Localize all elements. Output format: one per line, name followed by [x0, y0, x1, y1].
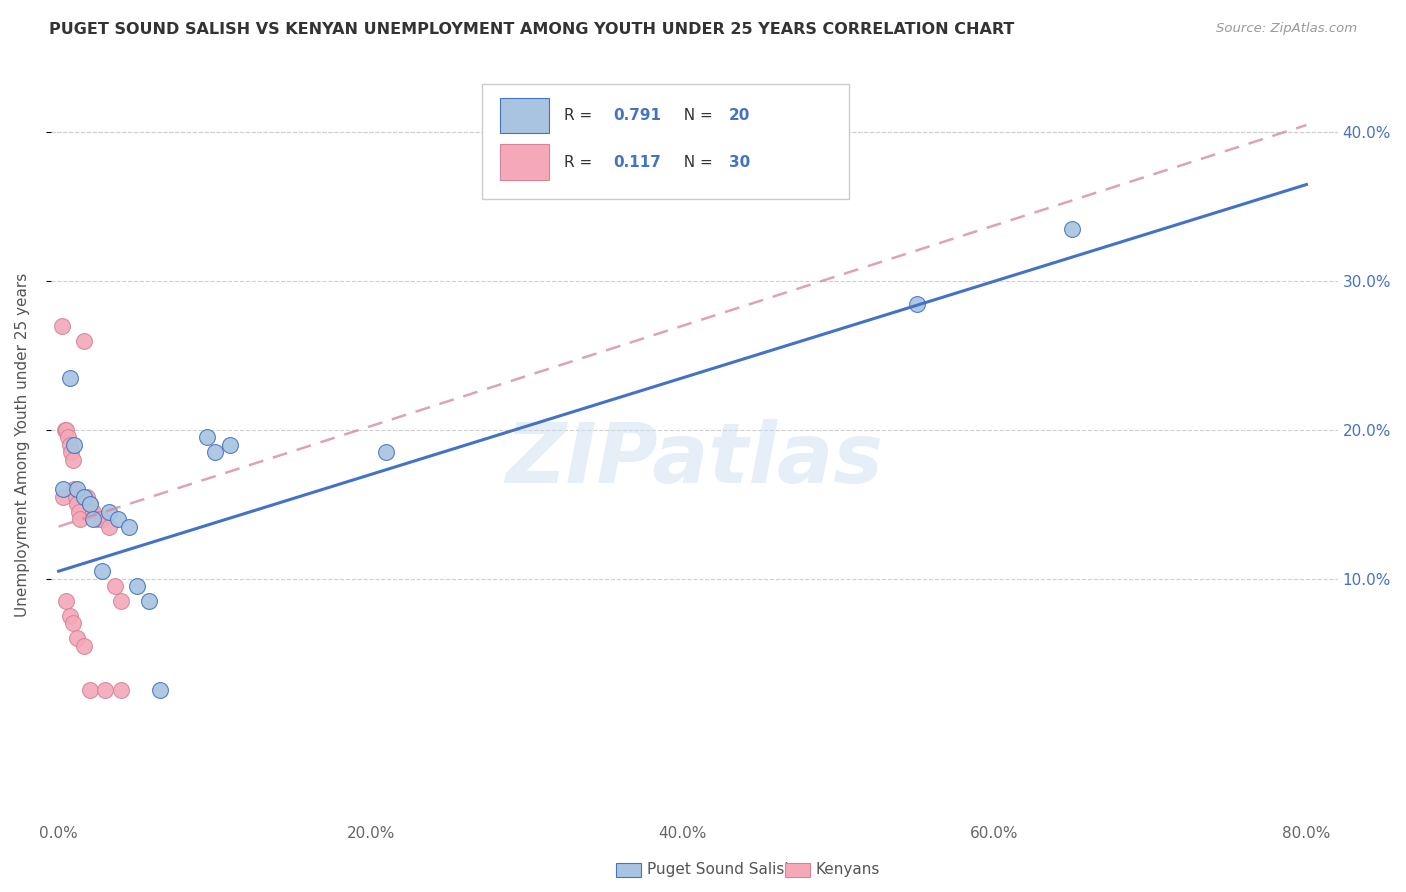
- FancyBboxPatch shape: [501, 145, 548, 180]
- Point: [76, 490, 98, 504]
- Text: PUGET SOUND SALISH VS KENYAN UNEMPLOYMENT AMONG YOUTH UNDER 25 YEARS CORRELATION: PUGET SOUND SALISH VS KENYAN UNEMPLOYMEN…: [49, 22, 1015, 37]
- Point: [219, 438, 242, 452]
- Point: [82, 505, 104, 519]
- Point: [86, 512, 108, 526]
- Point: [1062, 222, 1084, 236]
- Point: [51, 318, 73, 333]
- Text: R =: R =: [564, 108, 598, 123]
- Point: [79, 497, 101, 511]
- Point: [53, 423, 76, 437]
- Point: [55, 423, 77, 437]
- Point: [72, 639, 94, 653]
- Point: [62, 452, 84, 467]
- Point: [58, 438, 80, 452]
- Point: [94, 683, 117, 698]
- Point: [66, 497, 89, 511]
- Point: [204, 445, 226, 459]
- Text: 0.117: 0.117: [613, 154, 661, 169]
- Point: [60, 445, 83, 459]
- Point: [82, 512, 104, 526]
- Point: [69, 512, 91, 526]
- Point: [149, 683, 172, 698]
- Text: R =: R =: [564, 154, 598, 169]
- Point: [58, 371, 80, 385]
- Point: [58, 608, 80, 623]
- Point: [65, 490, 87, 504]
- Point: [52, 483, 75, 497]
- Point: [110, 594, 132, 608]
- Point: [91, 512, 114, 526]
- FancyBboxPatch shape: [482, 84, 849, 200]
- Point: [138, 594, 160, 608]
- Point: [66, 483, 89, 497]
- Point: [195, 430, 218, 444]
- Point: [52, 490, 75, 504]
- Point: [91, 564, 114, 578]
- Point: [905, 296, 928, 310]
- Point: [67, 505, 90, 519]
- Point: [118, 519, 141, 533]
- Point: [66, 631, 89, 645]
- Point: [375, 445, 398, 459]
- FancyBboxPatch shape: [501, 97, 548, 133]
- Text: ZIPatlas: ZIPatlas: [505, 419, 883, 500]
- Point: [104, 579, 127, 593]
- Point: [79, 497, 101, 511]
- Point: [63, 438, 86, 452]
- Text: Kenyans: Kenyans: [815, 863, 880, 877]
- Point: [110, 683, 132, 698]
- Point: [55, 594, 77, 608]
- Text: 20: 20: [728, 108, 751, 123]
- Text: N =: N =: [673, 154, 717, 169]
- Point: [79, 683, 101, 698]
- Point: [97, 519, 120, 533]
- Point: [63, 483, 86, 497]
- Text: 0.791: 0.791: [613, 108, 661, 123]
- Text: 30: 30: [728, 154, 751, 169]
- Point: [97, 505, 120, 519]
- Point: [72, 334, 94, 348]
- Y-axis label: Unemployment Among Youth under 25 years: Unemployment Among Youth under 25 years: [15, 273, 30, 617]
- Point: [107, 512, 129, 526]
- Point: [56, 430, 79, 444]
- Point: [72, 490, 94, 504]
- Text: Source: ZipAtlas.com: Source: ZipAtlas.com: [1216, 22, 1357, 36]
- Text: N =: N =: [673, 108, 717, 123]
- Point: [62, 616, 84, 631]
- Point: [125, 579, 148, 593]
- Text: Puget Sound Salish: Puget Sound Salish: [647, 863, 794, 877]
